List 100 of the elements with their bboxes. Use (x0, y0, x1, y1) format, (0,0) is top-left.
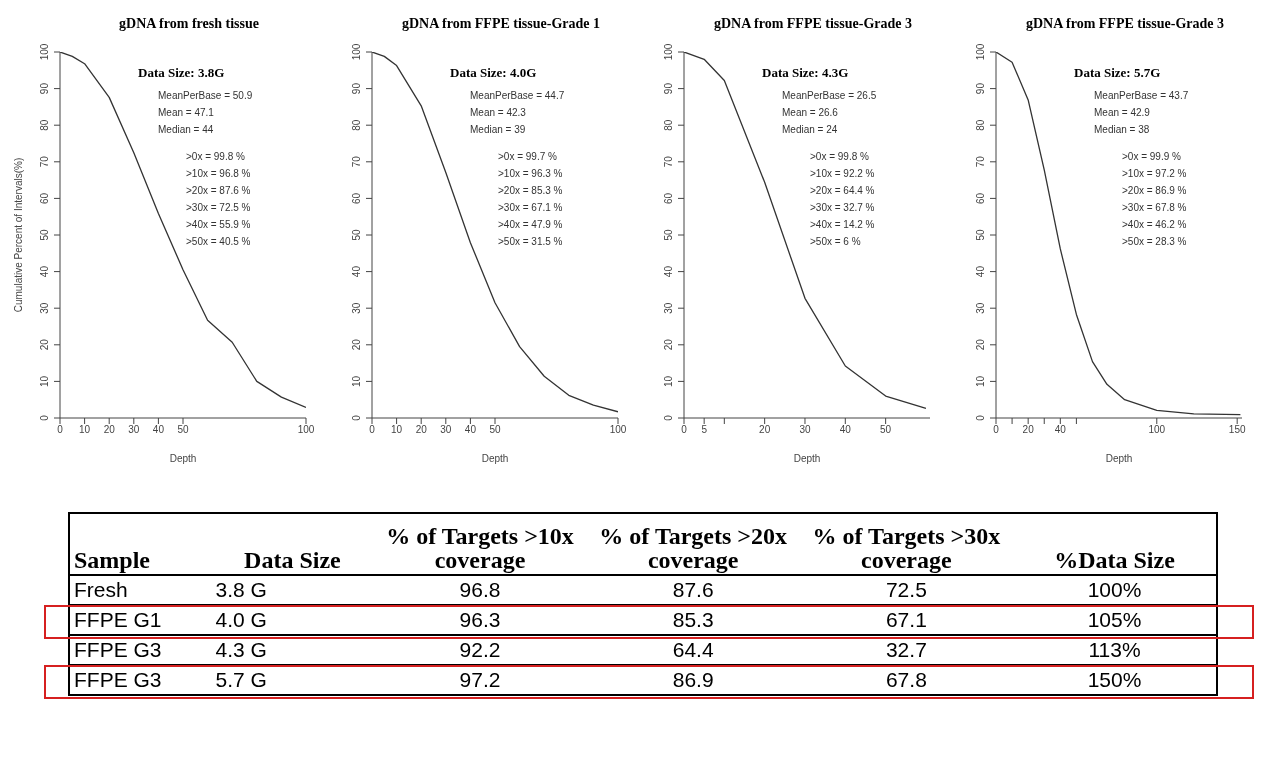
y-tick-label: 100 (39, 43, 50, 61)
annotation: >0x = 99.8 % (810, 150, 870, 164)
y-tick-label: 50 (39, 229, 50, 241)
x-tick-label: 30 (799, 424, 811, 436)
annotation: Median = 24 (782, 123, 839, 137)
x-tick-label: 40 (464, 424, 477, 436)
text: 4.3 G (215, 638, 267, 661)
line-series (60, 52, 306, 409)
annotation: >50x = 28.3 % (1122, 235, 1188, 249)
y-tick-label: 10 (39, 375, 50, 387)
y-tick-label: 40 (975, 265, 986, 278)
x-tick-label: 20 (415, 424, 428, 436)
annotation: >10x = 97.2 % (1122, 167, 1188, 181)
annotation: >10x = 96.3 % (498, 167, 564, 181)
x-tick-label: 100 (297, 424, 315, 436)
y-tick-label: 0 (39, 414, 50, 421)
x-tick-label: 50 (880, 424, 892, 436)
y-tick-label: 20 (39, 338, 50, 351)
y-tick-label: 70 (975, 155, 986, 168)
category-label: Fresh (74, 578, 128, 601)
annotation: Data Size: 4.0G (450, 64, 538, 81)
x-tick-label: 50 (177, 424, 189, 436)
y-tick-label: 20 (351, 338, 362, 351)
text: 3.8 G (215, 578, 267, 601)
y-tick-label: 80 (351, 119, 362, 131)
x-tick-label: 50 (489, 424, 501, 436)
y-tick-label: 10 (351, 375, 362, 387)
text: 86.9 (672, 668, 714, 691)
annotation: >40x = 14.2 % (810, 218, 876, 232)
category-label: % of Targets >30x coverage (799, 513, 1013, 575)
y-axis-title: Cumulative Percent of Intervals(%) (12, 157, 24, 313)
x-axis-title: Depth (1105, 453, 1133, 464)
annotation: >0x = 99.9 % (1122, 150, 1182, 164)
y-tick-label: 40 (663, 265, 674, 278)
y-tick-label: 30 (663, 302, 674, 314)
y-tick-label: 10 (663, 375, 674, 387)
annotation: MeanPerBase = 50.9 (158, 89, 253, 103)
y-tick-label: 60 (351, 192, 362, 204)
category-label: %Data Size (1012, 513, 1217, 575)
category-label: Sample (69, 513, 212, 575)
y-tick-label: 60 (663, 192, 674, 204)
category-label: FFPE G3 (74, 668, 162, 691)
annotation: >30x = 67.8 % (1122, 201, 1188, 215)
category-label: FFPE G3 (74, 638, 162, 661)
y-tick-label: 80 (39, 119, 50, 131)
x-tick-label: 20 (1022, 424, 1035, 436)
annotation: >40x = 47.9 % (498, 218, 564, 232)
annotation: >50x = 6 % (810, 235, 862, 249)
text: 67.8 (885, 668, 927, 691)
y-tick-label: 80 (663, 119, 674, 131)
y-tick-label: 60 (39, 192, 50, 204)
annotation: >10x = 92.2 % (810, 167, 876, 181)
y-tick-label: 40 (351, 265, 362, 278)
y-tick-label: 50 (975, 229, 986, 241)
y-tick-label: 30 (39, 302, 50, 314)
category-label: % of Targets >20x coverage (586, 513, 800, 575)
y-tick-label: 90 (975, 82, 986, 95)
y-tick-label: 30 (351, 302, 362, 314)
chart-title: gDNA from FFPE tissue-Grade 1 (400, 16, 602, 32)
x-tick-label: 0 (993, 424, 1000, 436)
y-tick-label: 100 (663, 43, 674, 61)
y-tick-label: 20 (663, 338, 674, 351)
x-tick-label: 10 (391, 424, 403, 436)
text: 4.0 G (215, 608, 267, 631)
chart-title: gDNA from FFPE tissue-Grade 3 (1024, 16, 1226, 32)
x-tick-label: 40 (152, 424, 165, 436)
text: 96.8 (459, 578, 501, 601)
x-tick-label: 40 (839, 424, 852, 436)
y-tick-label: 70 (663, 155, 674, 168)
annotation: >50x = 40.5 % (186, 235, 252, 249)
y-tick-label: 0 (975, 414, 986, 421)
text: 96.3 (459, 608, 501, 631)
x-tick-label: 5 (701, 424, 708, 436)
text: 32.7 (885, 638, 927, 661)
text: 67.1 (885, 608, 927, 631)
annotation: >20x = 64.4 % (810, 184, 876, 198)
y-tick-label: 100 (351, 43, 362, 61)
x-axis-title: Depth (793, 453, 821, 464)
annotation: Median = 38 (1094, 123, 1151, 137)
text: 97.2 (459, 668, 501, 691)
annotation: >0x = 99.7 % (498, 150, 558, 164)
x-axis-title: Depth (481, 453, 509, 464)
category-label: % of Targets >10x coverage (373, 513, 587, 575)
annotation: >30x = 72.5 % (186, 201, 252, 215)
category-label: Data Size (211, 513, 374, 575)
y-tick-label: 10 (975, 375, 986, 387)
text: 105% (1087, 608, 1142, 631)
text: 92.2 (459, 638, 501, 661)
x-tick-label: 0 (681, 424, 688, 436)
x-tick-label: 20 (759, 424, 771, 436)
annotation: MeanPerBase = 43.7 (1094, 89, 1189, 103)
x-tick-label: 0 (57, 424, 64, 436)
x-tick-label: 20 (103, 424, 116, 436)
y-tick-label: 60 (975, 192, 986, 204)
text: 87.6 (672, 578, 714, 601)
annotation: Mean = 42.9 (1094, 106, 1151, 120)
y-tick-label: 50 (663, 229, 674, 241)
annotation: >0x = 99.8 % (186, 150, 246, 164)
y-tick-label: 70 (351, 155, 362, 168)
x-tick-label: 150 (1228, 424, 1246, 436)
